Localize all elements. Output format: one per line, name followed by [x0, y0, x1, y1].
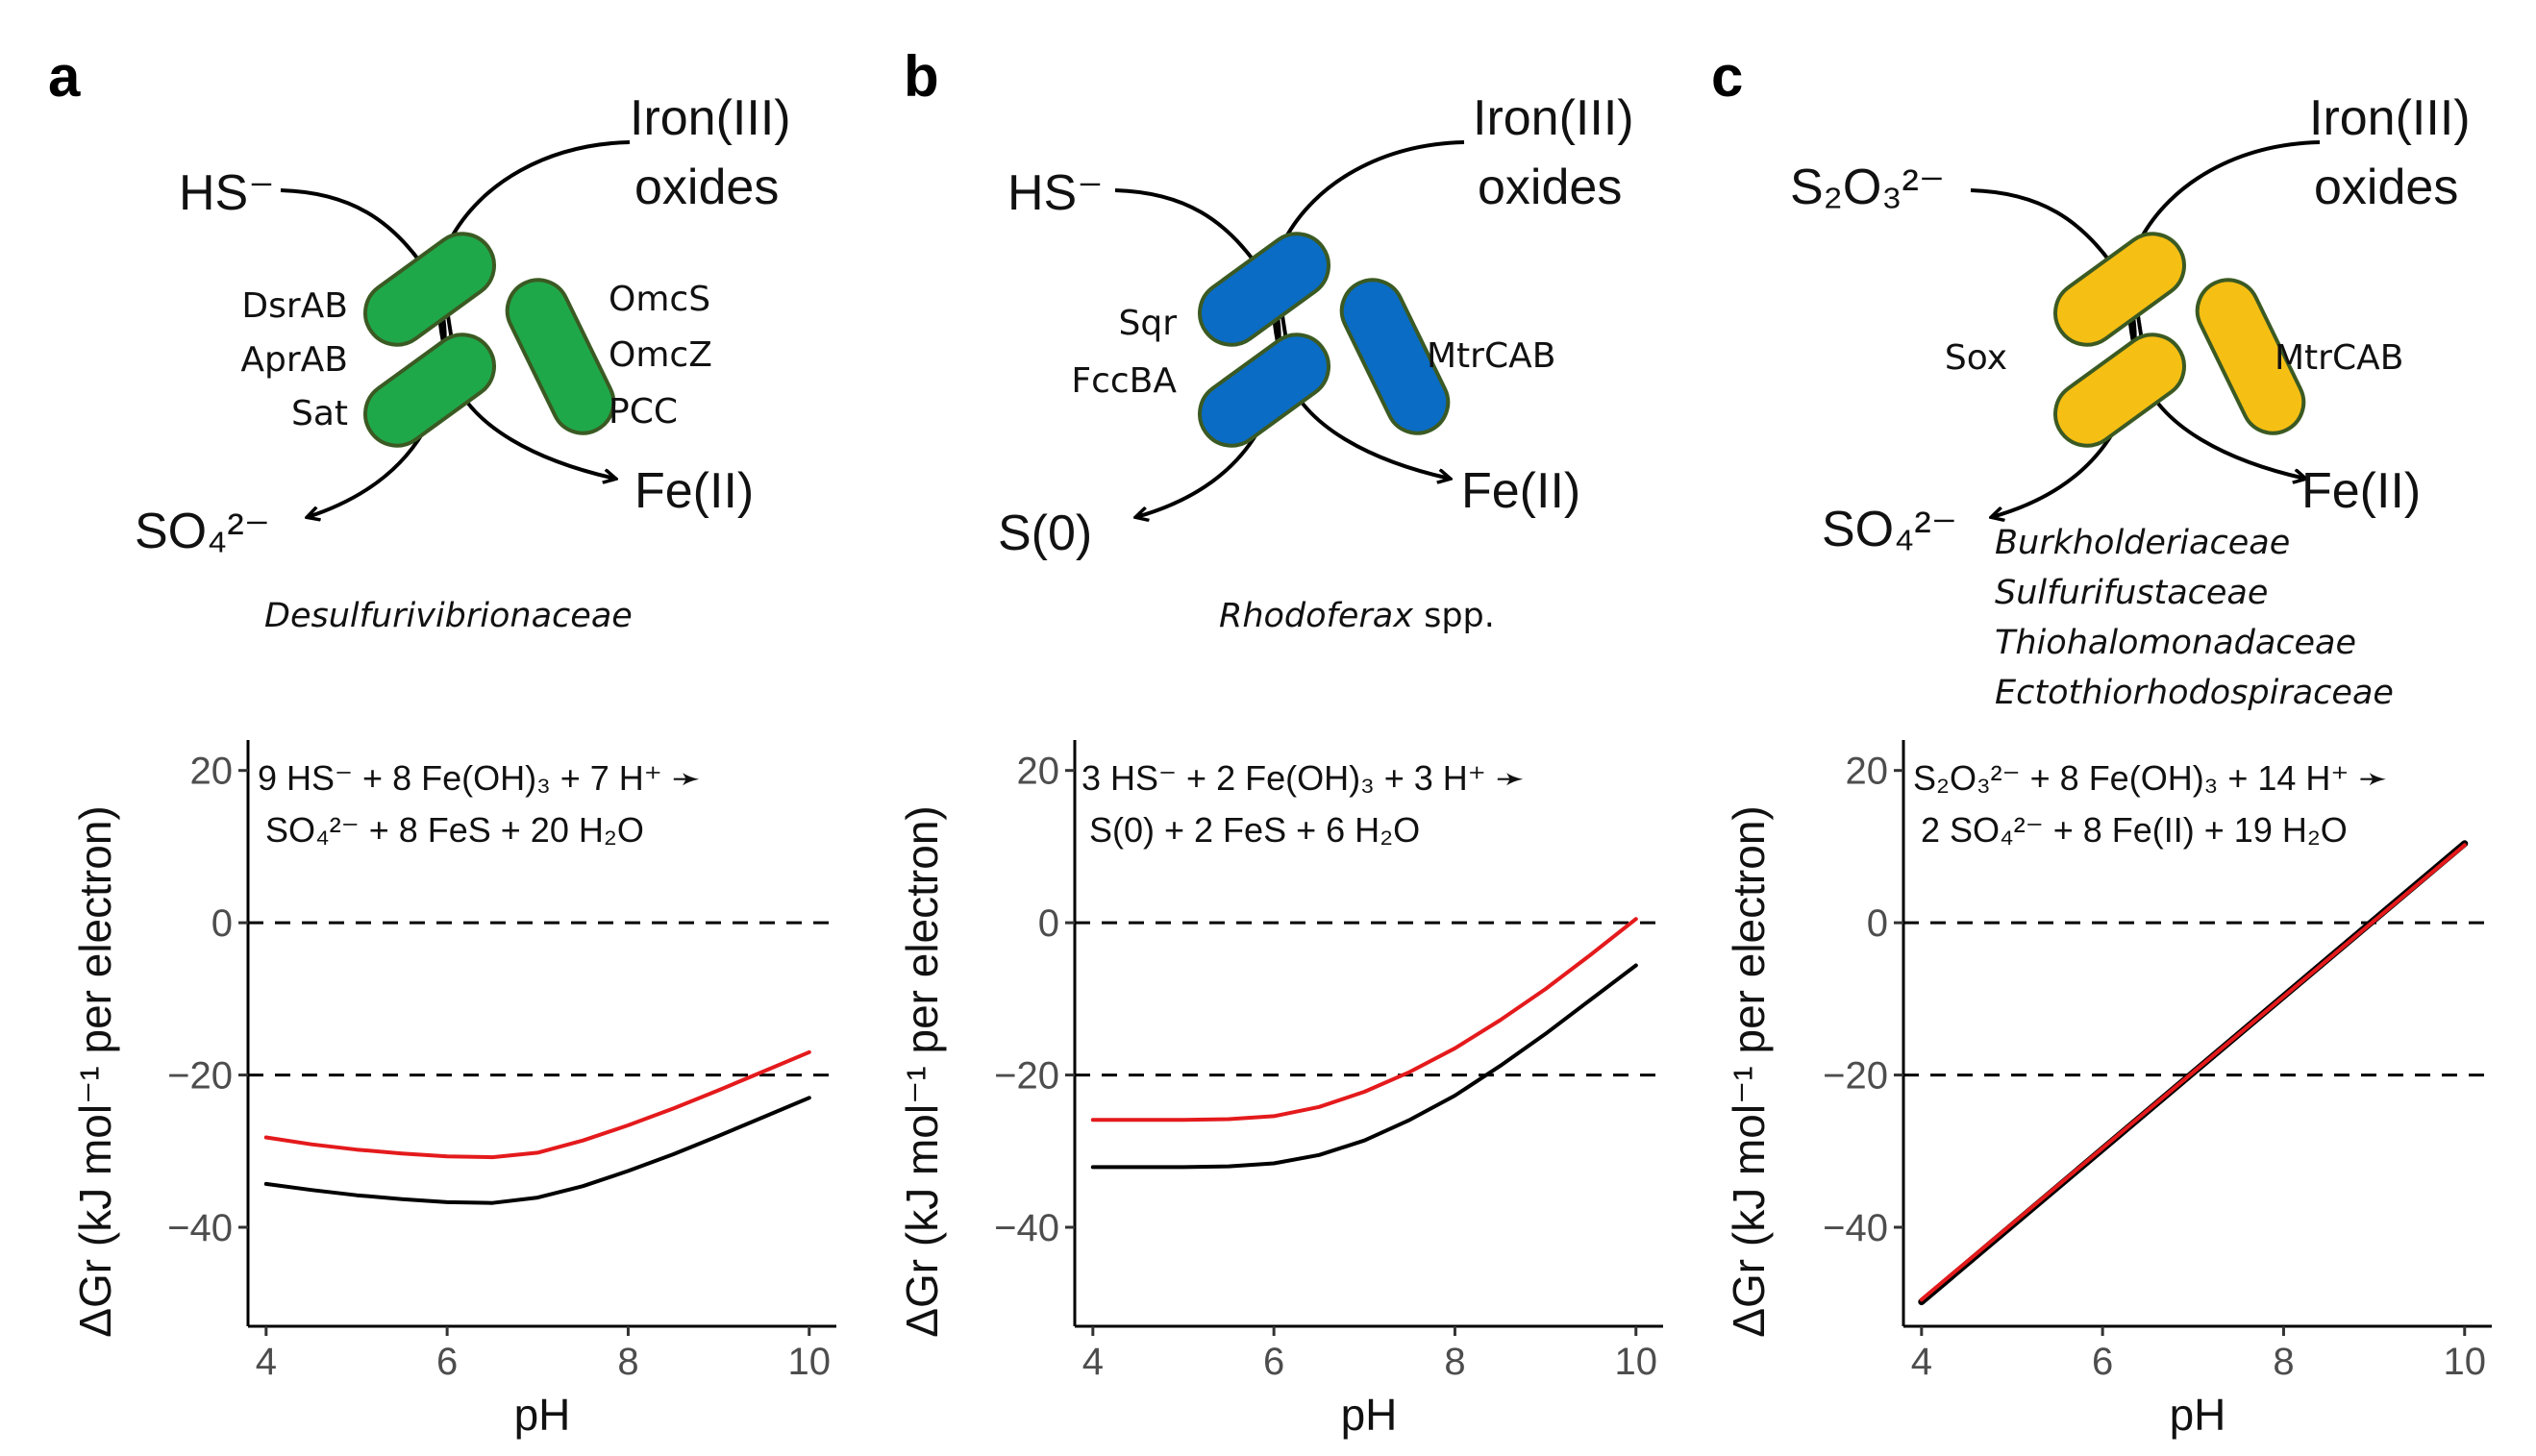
left-protein-3: Sat	[291, 394, 348, 433]
reaction-equation-line2: SO₄²⁻ + 8 FeS + 20 H₂O	[265, 810, 644, 850]
product-iron-label: Fe(II)	[1461, 463, 1580, 519]
x-tick-label: 8	[2273, 1341, 2294, 1383]
left-protein-2: AprAB	[240, 340, 348, 380]
donor-label: S₂O₃²⁻	[1790, 160, 1945, 215]
reaction-equation-line1: S₂O₃²⁻ + 8 Fe(OH)₃ + 14 H⁺ ➛	[1913, 758, 2388, 798]
y-tick-label: 0	[1867, 902, 1888, 945]
y-tick-label: −20	[167, 1055, 233, 1098]
x-tick-label: 8	[1444, 1341, 1465, 1383]
taxon-label-2: Sulfurifustaceae	[1995, 574, 2268, 612]
x-tick-label: 4	[256, 1341, 277, 1383]
series-line-red	[1919, 843, 2467, 1302]
acceptor-label-line1: Iron(III)	[630, 90, 791, 146]
panel-letter-c: c	[1711, 44, 1743, 109]
right-protein-3: PCC	[609, 392, 678, 432]
protein-complex-top	[1198, 232, 1330, 347]
y-tick-label: −40	[167, 1207, 233, 1249]
right-protein-1: MtrCAB	[1427, 336, 1555, 376]
protein-complex-bottom	[1198, 333, 1330, 448]
x-axis-title: pH	[514, 1390, 571, 1440]
left-protein-1: Sqr	[1118, 304, 1177, 343]
reaction-equation-line2: S(0) + 2 FeS + 6 H₂O	[1089, 810, 1420, 850]
taxon-label-1: Burkholderiaceae	[1995, 524, 2290, 562]
taxon-label: Rhodoferax spp.	[1219, 597, 1495, 635]
x-tick-label: 6	[1263, 1341, 1284, 1383]
chart-panel-c: 4 6 8 10 −40 −20 0 20 pH ΔGr (kJ mol⁻¹ per electr…	[1724, 740, 2492, 1440]
protein-complex-right	[1339, 278, 1451, 435]
product-iron-label: Fe(II)	[634, 463, 754, 519]
x-tick-label: 10	[1615, 1341, 1658, 1383]
series-line-black	[1090, 963, 1638, 1170]
reaction-equation-line1: 3 HS⁻ + 2 Fe(OH)₃ + 3 H⁺ ➛	[1082, 758, 1525, 798]
y-tick-label: 20	[1017, 751, 1060, 793]
x-axis-title: pH	[1341, 1390, 1398, 1440]
y-tick-label: 0	[1038, 902, 1059, 945]
taxon-label: Desulfurivibrionaceae	[264, 597, 633, 635]
panel-a: a HS⁻ Iron(III) oxides SO₄²⁻ Fe(II) DsrA…	[48, 44, 791, 635]
sulfur-flow-arrow	[1114, 188, 1281, 517]
product-iron-label: Fe(II)	[2301, 463, 2421, 519]
panel-c: c S₂O₃²⁻ Iron(III) oxides SO₄²⁻ Fe(II) S…	[1711, 44, 2471, 712]
y-tick-label: −40	[994, 1207, 1059, 1249]
right-protein-2: OmcZ	[609, 335, 712, 375]
protein-complex-top	[363, 232, 496, 347]
reaction-equation-line1: 9 HS⁻ + 8 Fe(OH)₃ + 7 H⁺ ➛	[258, 758, 701, 798]
taxon-label-3: Thiohalomonadaceae	[1995, 624, 2356, 662]
protein-complex-top	[2053, 232, 2186, 347]
protein-complex-right	[2195, 278, 2306, 435]
y-tick-label: −20	[994, 1055, 1059, 1098]
x-tick-label: 4	[1082, 1341, 1104, 1383]
panel-letter-b: b	[904, 44, 939, 109]
x-tick-label: 4	[1911, 1341, 1932, 1383]
product-sulfur-label: S(0)	[998, 506, 1092, 561]
panel-letter-a: a	[48, 44, 81, 109]
y-axis-title: ΔGr (kJ mol⁻¹ per electron)	[70, 805, 120, 1337]
series-line-red	[1090, 917, 1638, 1123]
acceptor-label-line1: Iron(III)	[1473, 90, 1634, 146]
y-tick-label: −40	[1823, 1207, 1888, 1249]
acceptor-label-line2: oxides	[1478, 160, 1622, 215]
product-sulfur-label: SO₄²⁻	[135, 504, 270, 559]
series-line-black	[263, 1096, 811, 1205]
y-axis-title: ΔGr (kJ mol⁻¹ per electron)	[897, 805, 947, 1337]
y-tick-label: 20	[190, 751, 234, 793]
panel-b: b HS⁻ Iron(III) oxides S(0) Fe(II) Sqr F…	[904, 44, 1634, 635]
acceptor-label-line2: oxides	[634, 160, 779, 215]
right-protein-1: MtrCAB	[2275, 338, 2403, 378]
y-tick-label: 20	[1846, 751, 1889, 793]
x-tick-label: 10	[2444, 1341, 2487, 1383]
x-axis-title: pH	[2170, 1390, 2226, 1440]
chart-panel-b: 4 6 8 10 −40 −20 0 20 pH ΔGr (kJ mol⁻¹ per electr…	[897, 740, 1663, 1440]
x-tick-label: 10	[788, 1341, 832, 1383]
x-tick-label: 6	[2092, 1341, 2113, 1383]
chart-panel-a: 4 6 8 10 −40 −20 0 20 pH ΔGr (kJ mol⁻¹ per electr…	[70, 740, 836, 1440]
right-protein-1: OmcS	[609, 280, 710, 319]
left-protein-1: Sox	[1945, 338, 2007, 378]
left-protein-1: DsrAB	[241, 286, 348, 326]
left-protein-2: FccBA	[1071, 361, 1177, 401]
protein-complex-bottom	[2053, 333, 2186, 448]
taxon-label-4: Ectothiorhodospiraceae	[1995, 674, 2394, 712]
donor-label: HS⁻	[1007, 165, 1104, 221]
acceptor-label-line2: oxides	[2314, 160, 2458, 215]
series-line-red	[263, 1049, 811, 1160]
y-tick-label: 0	[211, 902, 233, 945]
acceptor-label-line1: Iron(III)	[2309, 90, 2471, 146]
protein-complex-right	[505, 278, 616, 435]
x-tick-label: 8	[617, 1341, 638, 1383]
y-tick-label: −20	[1823, 1055, 1888, 1098]
reaction-equation-line2: 2 SO₄²⁻ + 8 Fe(II) + 19 H₂O	[1921, 810, 2348, 850]
x-tick-label: 6	[436, 1341, 458, 1383]
y-axis-title: ΔGr (kJ mol⁻¹ per electron)	[1724, 805, 1774, 1337]
protein-complex-bottom	[363, 333, 496, 448]
donor-label: HS⁻	[179, 165, 275, 221]
product-sulfur-label: SO₄²⁻	[1822, 502, 1957, 557]
